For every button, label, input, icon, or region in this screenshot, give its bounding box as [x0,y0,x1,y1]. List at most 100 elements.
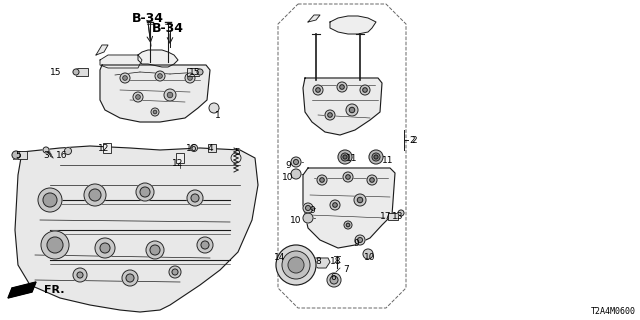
Text: 14: 14 [275,253,285,262]
Circle shape [291,169,301,179]
Circle shape [344,221,352,229]
Circle shape [191,145,198,151]
Polygon shape [308,15,320,22]
Circle shape [316,88,320,92]
Circle shape [358,237,362,243]
Circle shape [291,157,301,167]
Circle shape [288,257,304,273]
Text: 5: 5 [234,148,240,156]
Polygon shape [8,282,36,298]
Circle shape [320,178,324,182]
Circle shape [197,237,213,253]
Text: 2: 2 [409,135,415,145]
Circle shape [398,210,404,216]
Text: 10: 10 [291,215,301,225]
Polygon shape [15,146,258,312]
Circle shape [282,251,310,279]
Text: 4: 4 [207,143,213,153]
Circle shape [95,238,115,258]
Polygon shape [96,45,108,55]
Text: 3: 3 [43,150,49,159]
Text: 5: 5 [15,150,21,159]
Text: 10: 10 [364,252,376,261]
Circle shape [38,188,62,212]
Circle shape [100,243,110,253]
Circle shape [140,187,150,197]
Circle shape [187,190,203,206]
Circle shape [343,155,347,159]
Circle shape [150,245,160,255]
Circle shape [65,148,72,155]
Circle shape [341,153,349,161]
Circle shape [303,203,313,213]
Circle shape [185,73,195,83]
Text: 17: 17 [380,212,392,220]
Circle shape [367,175,377,185]
Bar [176,153,184,163]
Circle shape [363,88,367,92]
Polygon shape [138,50,178,67]
Text: 8: 8 [315,257,321,266]
Circle shape [337,82,347,92]
Polygon shape [303,168,395,248]
Circle shape [374,155,378,159]
Circle shape [325,110,335,120]
Circle shape [349,107,355,113]
Circle shape [167,92,173,98]
Text: 12: 12 [99,143,109,153]
Circle shape [157,74,163,78]
Bar [388,212,398,220]
Circle shape [77,272,83,278]
Circle shape [340,85,344,89]
Circle shape [346,223,350,227]
Circle shape [305,205,310,211]
Circle shape [276,245,316,285]
Text: 6: 6 [330,274,336,283]
Circle shape [122,270,138,286]
Text: 16: 16 [186,143,198,153]
Text: 10: 10 [282,172,294,181]
Circle shape [338,150,352,164]
Circle shape [146,241,164,259]
Polygon shape [100,55,142,68]
Circle shape [360,85,370,95]
Circle shape [209,103,219,113]
Text: 15: 15 [189,68,201,76]
Polygon shape [312,258,330,268]
Circle shape [327,273,341,287]
Circle shape [123,76,127,80]
Circle shape [333,203,337,207]
Text: 1: 1 [215,110,221,119]
Circle shape [346,175,350,179]
Bar [208,144,216,152]
Circle shape [363,249,373,259]
Circle shape [73,268,87,282]
Text: 12: 12 [172,158,184,167]
Circle shape [136,183,154,201]
Circle shape [89,189,101,201]
Circle shape [164,89,176,101]
Circle shape [172,269,178,275]
Bar [76,68,88,76]
Circle shape [369,150,383,164]
Circle shape [330,200,340,210]
Text: FR.: FR. [44,285,65,295]
Circle shape [188,76,192,80]
Circle shape [73,69,79,75]
Circle shape [328,113,332,117]
Circle shape [303,213,313,223]
Bar [13,151,27,159]
Circle shape [317,175,327,185]
Circle shape [43,193,57,207]
Circle shape [197,69,203,75]
Text: 16: 16 [56,150,68,159]
Polygon shape [330,16,376,34]
Text: 15: 15 [51,68,61,76]
Circle shape [330,276,338,284]
Circle shape [169,266,181,278]
Circle shape [41,231,69,259]
Circle shape [12,151,20,159]
Bar [103,143,111,153]
Circle shape [370,178,374,182]
Text: 9: 9 [353,238,359,247]
